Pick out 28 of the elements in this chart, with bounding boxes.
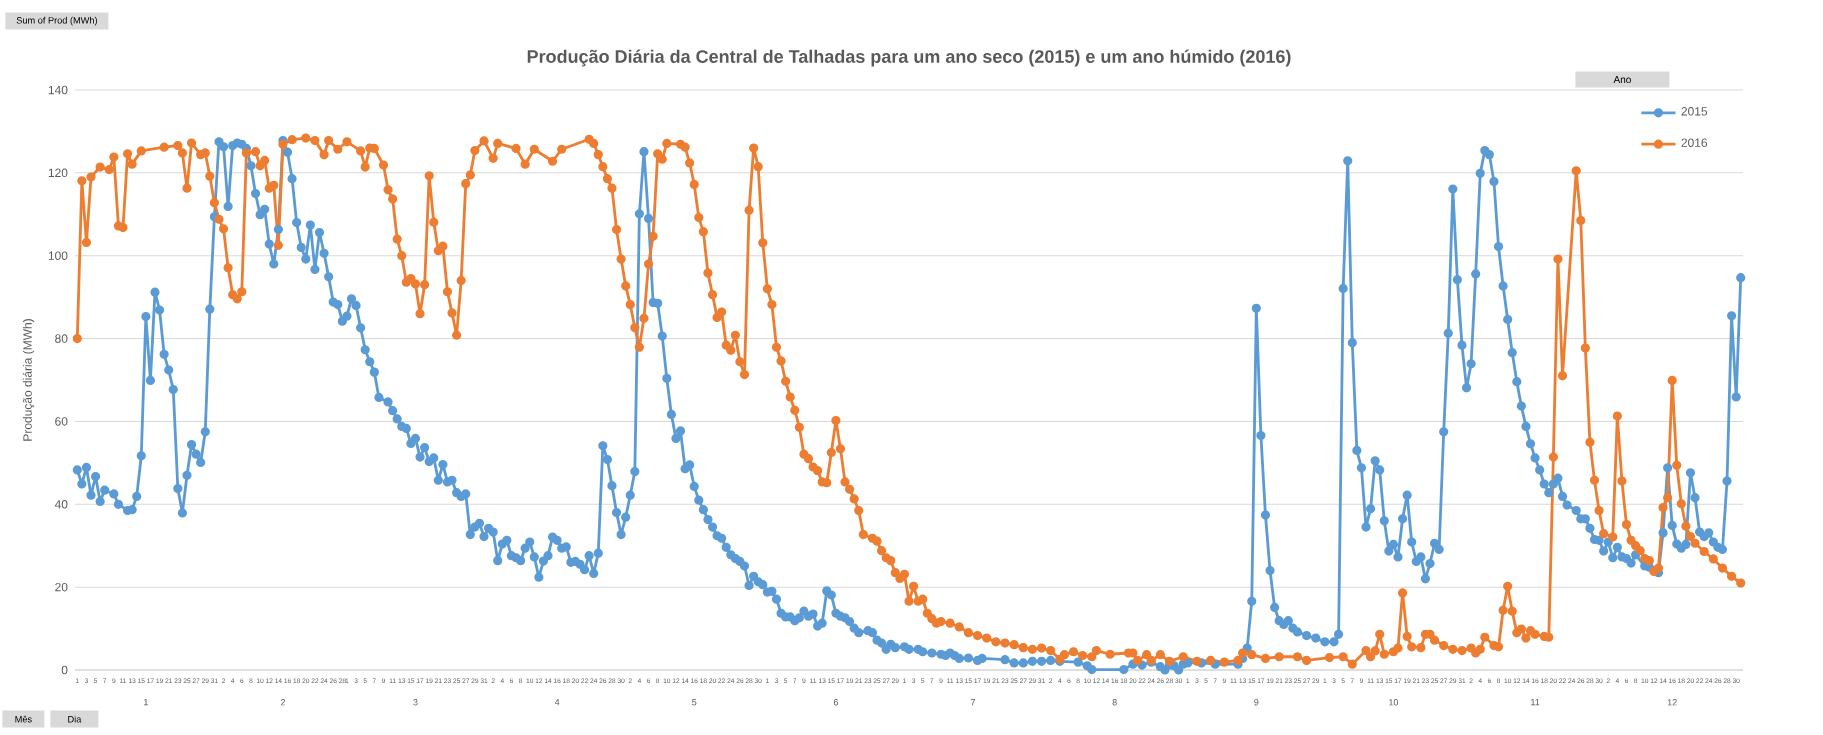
x2-tick-label: 8 [1112,699,1117,706]
x2-tick-label: 5 [692,699,697,706]
x2-tick-label: 6 [833,699,839,706]
y-tick-label: 100 [48,251,68,260]
x2-tick-label: 1 [144,699,148,706]
y-tick-label: 60 [55,417,68,426]
x2-tick-label: 3 [413,699,418,706]
x2-tick-label: 2 [280,699,285,706]
legend-label: 2015 [1681,107,1708,116]
legend-label: 2016 [1681,138,1708,147]
y-tick-label: 140 [48,85,68,95]
y-tick-label: 0 [61,665,68,675]
text: Dia [68,715,82,723]
y-tick-label: 20 [55,582,68,592]
text: Mês [15,715,32,723]
y-tick-label: 80 [55,334,68,343]
x2-tick-label: 10 [1389,699,1399,706]
y-axis-title: Produção diária (MWh) [22,319,35,441]
x2-tick-label: 9 [1254,699,1259,706]
legend-title: Ano [1613,76,1631,84]
x2-tick-label: 4 [554,699,560,706]
x2-tick-label: 7 [970,699,976,706]
y-tick-label: 120 [48,168,68,178]
text: Sum of Prod (MWh) [16,16,97,26]
chart-title: Produção Diária da Central de Talhadas para um ano seco (2015) e um ano húmido (2016) [527,49,1291,67]
y-tick-label: 40 [54,500,68,509]
x2-tick-label: 11 [1531,699,1540,706]
x2-tick-label: 12 [1667,699,1677,706]
